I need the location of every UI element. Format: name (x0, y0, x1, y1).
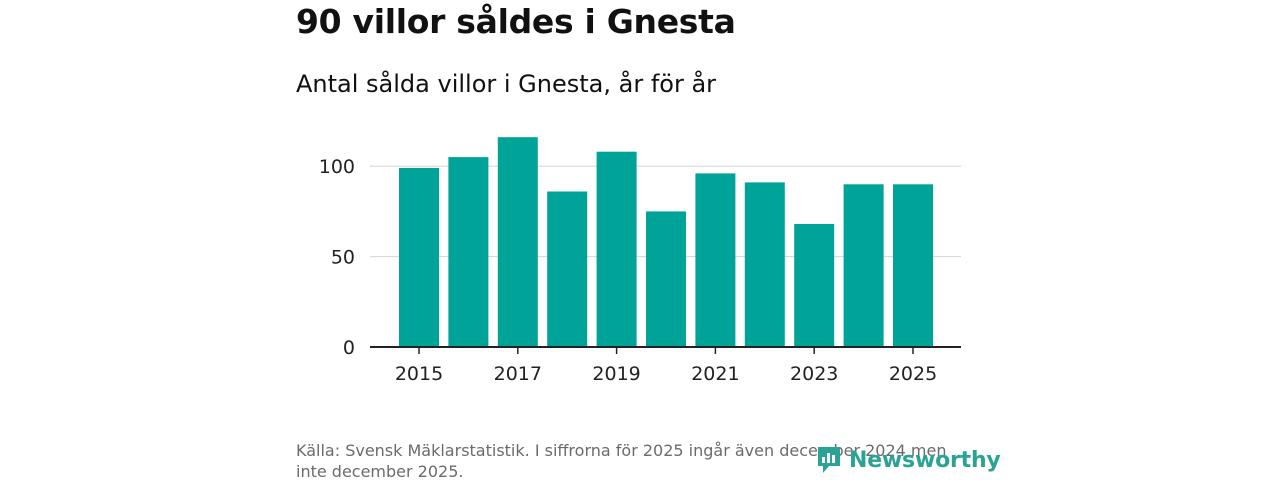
chart-title: 90 villor såldes i Gnesta (296, 2, 736, 41)
x-tick-label: 2015 (395, 363, 443, 385)
bar-2024 (843, 184, 884, 348)
x-tick-label: 2017 (494, 363, 542, 385)
x-tick-label: 2023 (790, 363, 838, 385)
y-tick-label: 50 (331, 247, 355, 269)
y-tick-label: 100 (319, 156, 355, 178)
bar-2017 (497, 137, 538, 347)
bar-2019 (596, 151, 637, 347)
x-tick-label: 2025 (889, 363, 937, 385)
bar-2021 (695, 173, 736, 347)
axes: 0 50 100 2015 2017 2019 2021 2023 2025 (319, 156, 961, 385)
x-tick-label: 2019 (592, 363, 640, 385)
bar-2025 (893, 184, 933, 348)
bar-2022 (744, 182, 785, 347)
bar-2020 (646, 211, 686, 347)
newsworthy-logo-text: Newsworthy (849, 447, 1001, 473)
newsworthy-logo: Newsworthy (815, 444, 1001, 476)
bars (399, 137, 933, 348)
x-tick-label: 2021 (691, 363, 739, 385)
newsworthy-logo-icon (818, 447, 840, 473)
bar-chart: 0 50 100 2015 2017 2019 2021 2023 2025 (319, 137, 961, 385)
y-tick-label: 0 (343, 337, 355, 359)
bar-2015 (399, 168, 439, 347)
chart-subtitle: Antal sålda villor i Gnesta, år för år (296, 70, 717, 98)
bar-2018 (547, 191, 588, 347)
bar-2016 (448, 157, 489, 347)
bar-2023 (794, 224, 835, 347)
source-note: Källa: Svensk Mäklarstatistik. I siffror… (296, 441, 947, 481)
